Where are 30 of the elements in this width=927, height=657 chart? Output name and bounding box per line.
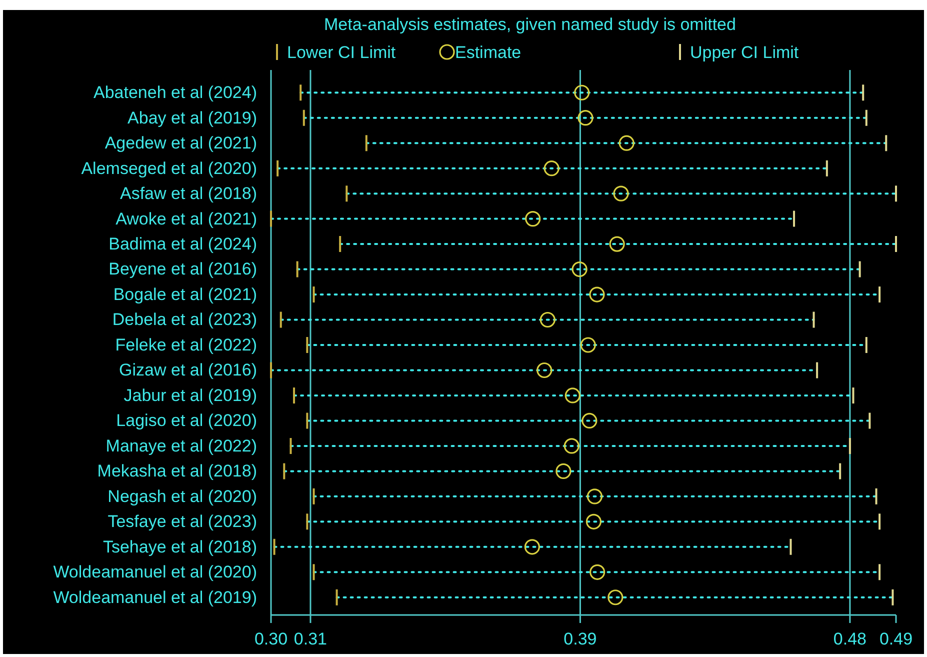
- y-tick-label: Tsehaye et al (2018): [102, 537, 257, 556]
- y-tick-label: Bogale et al (2021): [113, 284, 257, 304]
- y-tick-label: Tesfaye et al (2023): [108, 512, 257, 532]
- y-tick-label: Gizaw et al (2016): [119, 360, 257, 380]
- y-tick-label: Abateneh et al (2024): [93, 83, 257, 102]
- y-tick-label: Jabur et al (2019): [124, 386, 257, 405]
- y-tick-label: Lagiso et al (2020): [116, 411, 257, 430]
- y-tick-label: Woldeamanuel et al (2019): [53, 588, 257, 607]
- x-tick-label: 0.48: [833, 630, 866, 649]
- y-tick-label: Mekasha et al (2018): [97, 462, 257, 481]
- y-tick-label: Beyene et al (2016): [108, 260, 257, 279]
- chart-title: Meta-analysis estimates, given named study is omitted: [324, 15, 736, 34]
- x-tick-label: 0.49: [879, 630, 913, 649]
- y-tick-label: Alemseged et al (2020): [81, 158, 257, 178]
- y-tick-label: Asfaw et al (2018): [120, 184, 257, 204]
- y-tick-label: Debela et al (2023): [112, 310, 257, 330]
- y-tick-label: Agedew et al (2021): [104, 134, 257, 153]
- legend-label: Lower CI Limit: [287, 43, 396, 62]
- legend-label: Upper CI Limit: [690, 43, 799, 62]
- y-tick-label: Woldeamanuel et al (2020): [53, 562, 257, 582]
- y-tick-label: Feleke et al (2022): [115, 335, 257, 354]
- x-tick-label: 0.39: [564, 630, 597, 649]
- y-tick-label: Abay et al (2019): [128, 108, 257, 128]
- legend-label: Estimate: [455, 43, 522, 62]
- y-tick-label: Negash et al (2020): [108, 486, 257, 506]
- x-tick-label: 0.30: [254, 630, 288, 649]
- x-tick-label: 0.31: [294, 630, 328, 649]
- y-tick-label: Awoke et al (2021): [116, 209, 257, 228]
- y-tick-label: Badima et al (2024): [108, 234, 257, 254]
- y-tick-label: Manaye et al (2022): [106, 436, 257, 456]
